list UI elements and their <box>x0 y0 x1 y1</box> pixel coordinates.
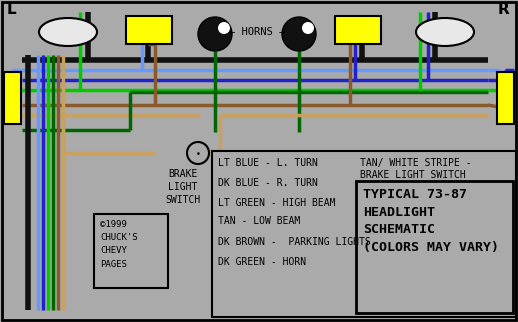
Text: TAN/ WHITE STRIPE -: TAN/ WHITE STRIPE - <box>360 158 471 168</box>
Text: ©1999
CHUCK'S
CHEVY
PAGES: ©1999 CHUCK'S CHEVY PAGES <box>100 220 138 269</box>
Ellipse shape <box>39 18 97 46</box>
Circle shape <box>218 22 230 34</box>
Text: DK GREEN - HORN: DK GREEN - HORN <box>218 257 306 267</box>
Text: TYPICAL 73-87
HEADLIGHT
SCHEMATIC
(COLORS MAY VARY): TYPICAL 73-87 HEADLIGHT SCHEMATIC (COLOR… <box>363 188 499 253</box>
Text: R: R <box>497 2 509 17</box>
Circle shape <box>198 17 232 51</box>
Circle shape <box>302 22 314 34</box>
Ellipse shape <box>416 18 474 46</box>
Text: LT GREEN - HIGH BEAM: LT GREEN - HIGH BEAM <box>218 198 336 208</box>
Text: TAN - LOW BEAM: TAN - LOW BEAM <box>218 216 300 226</box>
Text: BRAKE
LIGHT
SWITCH: BRAKE LIGHT SWITCH <box>165 169 200 205</box>
Bar <box>4 72 21 124</box>
Text: LT BLUE - L. TURN: LT BLUE - L. TURN <box>218 158 318 168</box>
Bar <box>126 16 172 44</box>
FancyBboxPatch shape <box>356 181 513 313</box>
Text: •: • <box>196 149 200 158</box>
FancyBboxPatch shape <box>212 151 516 317</box>
Text: BRAKE LIGHT SWITCH: BRAKE LIGHT SWITCH <box>360 170 466 180</box>
Text: ← HORNS →: ← HORNS → <box>229 27 285 37</box>
Text: DK BLUE - R. TURN: DK BLUE - R. TURN <box>218 178 318 188</box>
FancyBboxPatch shape <box>94 214 168 288</box>
Text: DK BROWN -  PARKING LIGHTS: DK BROWN - PARKING LIGHTS <box>218 237 371 247</box>
Circle shape <box>187 142 209 164</box>
Circle shape <box>282 17 316 51</box>
Text: L: L <box>7 2 17 17</box>
Bar <box>335 16 381 44</box>
Bar <box>497 72 514 124</box>
